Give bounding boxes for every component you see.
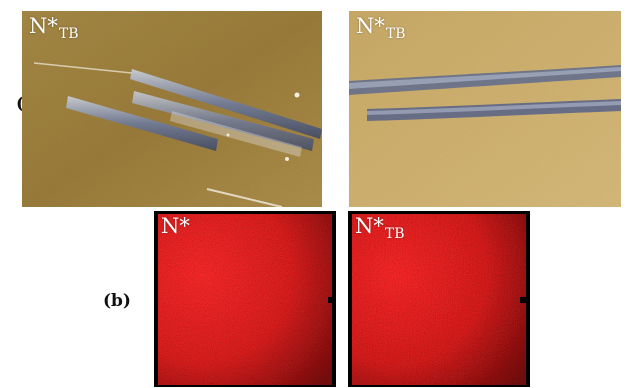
row-b-label: (b) xyxy=(103,291,131,311)
phase-label-b-right: N*TB xyxy=(355,214,405,242)
micrograph-a-left-image xyxy=(22,11,322,207)
fluorescence-b-right-image xyxy=(352,214,527,385)
fluorescence-b-right: N*TB xyxy=(348,211,530,387)
phase-label-a-right: N*TB xyxy=(356,14,406,42)
phase-label-a-left: N*TB xyxy=(29,14,79,42)
micrograph-a-right: N*TB xyxy=(349,11,621,207)
phase-label-b-left: N* xyxy=(161,214,190,238)
fluorescence-b-left: N* xyxy=(154,211,336,387)
fluorescence-b-left-image xyxy=(158,214,334,385)
micrograph-a-right-image xyxy=(349,11,621,207)
micrograph-a-left: N*TB xyxy=(22,11,322,207)
